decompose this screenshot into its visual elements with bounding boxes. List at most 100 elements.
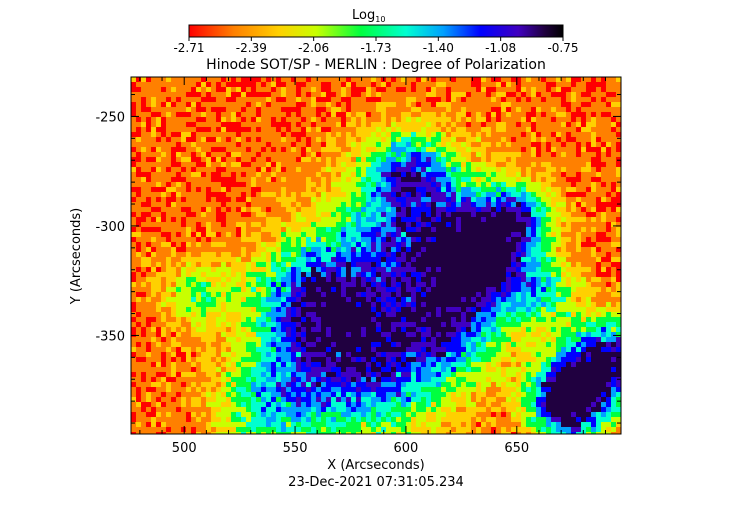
heat-cell — [211, 192, 216, 197]
heat-cell — [496, 237, 501, 242]
heat-cell — [326, 292, 331, 297]
heat-cell — [146, 302, 151, 307]
heat-cell — [521, 272, 526, 277]
heat-cell — [281, 82, 286, 87]
heat-cell — [431, 162, 436, 167]
heat-cell — [176, 322, 181, 327]
heat-cell — [501, 92, 506, 97]
heat-cell — [316, 152, 321, 157]
heat-cell — [151, 277, 156, 282]
heat-cell — [526, 187, 531, 192]
heat-cell — [566, 252, 571, 257]
heat-cell — [501, 252, 506, 257]
heat-cell — [586, 282, 591, 287]
heat-cell — [486, 242, 491, 247]
heat-cell — [301, 157, 306, 162]
heat-cell — [151, 137, 156, 142]
heat-cell — [256, 262, 261, 267]
heat-cell — [576, 282, 581, 287]
heat-cell — [576, 157, 581, 162]
heat-cell — [516, 182, 521, 187]
heat-cell — [156, 257, 161, 262]
heat-cell — [481, 152, 486, 157]
heat-cell — [411, 152, 416, 157]
heat-cell — [476, 262, 481, 267]
heat-cell — [566, 127, 571, 132]
heat-cell — [291, 147, 296, 152]
heat-cell — [546, 317, 551, 322]
heat-cell — [466, 122, 471, 127]
heat-cell — [241, 242, 246, 247]
heat-cell — [361, 102, 366, 107]
heat-cell — [526, 142, 531, 147]
heat-cell — [536, 207, 541, 212]
heat-cell — [586, 87, 591, 92]
heat-cell — [316, 82, 321, 87]
heat-cell — [291, 212, 296, 217]
heat-cell — [296, 147, 301, 152]
heat-cell — [261, 142, 266, 147]
heat-cell — [391, 102, 396, 107]
heat-cell — [236, 307, 241, 312]
heat-cell — [451, 297, 456, 302]
heat-cell — [181, 77, 186, 82]
heat-cell — [386, 112, 391, 117]
heat-cell — [131, 207, 136, 212]
heat-cell — [486, 97, 491, 102]
heat-cell — [201, 77, 206, 82]
heat-cell — [556, 217, 561, 222]
heat-cell — [331, 127, 336, 132]
heat-cell — [286, 112, 291, 117]
heat-cell — [321, 192, 326, 197]
heat-cell — [261, 187, 266, 192]
heat-cell — [271, 87, 276, 92]
heat-cell — [251, 287, 256, 292]
heat-cell — [251, 112, 256, 117]
heat-cell — [236, 272, 241, 277]
heat-cell — [341, 232, 346, 237]
heat-cell — [506, 172, 511, 177]
heat-cell — [381, 202, 386, 207]
heat-cell — [396, 237, 401, 242]
heat-cell — [436, 292, 441, 297]
heat-cell — [601, 137, 606, 142]
heat-cell — [486, 317, 491, 322]
heat-cell — [451, 262, 456, 267]
heat-cell — [546, 222, 551, 227]
heat-cell — [341, 92, 346, 97]
heat-cell — [481, 232, 486, 237]
heat-cell — [236, 277, 241, 282]
heat-cell — [326, 162, 331, 167]
heat-cell — [396, 297, 401, 302]
heat-cell — [581, 107, 586, 112]
heat-cell — [466, 237, 471, 242]
heat-cell — [406, 227, 411, 232]
heat-cell — [411, 272, 416, 277]
heat-cell — [261, 182, 266, 187]
heat-cell — [326, 207, 331, 212]
heat-cell — [521, 77, 526, 82]
heat-cell — [341, 202, 346, 207]
heat-cell — [271, 282, 276, 287]
heat-cell — [201, 182, 206, 187]
heat-cell — [201, 127, 206, 132]
heat-cell — [141, 232, 146, 237]
heat-cell — [506, 117, 511, 122]
heat-cell — [361, 112, 366, 117]
heat-cell — [451, 77, 456, 82]
heat-cell — [391, 137, 396, 142]
heat-cell — [441, 257, 446, 262]
heat-cell — [366, 277, 371, 282]
heat-cell — [606, 92, 611, 97]
heat-cell — [246, 247, 251, 252]
heat-cell — [551, 97, 556, 102]
heat-cell — [216, 327, 221, 332]
heat-cell — [351, 322, 356, 327]
heat-cell — [181, 152, 186, 157]
heat-cell — [226, 152, 231, 157]
heat-cell — [361, 317, 366, 322]
heat-cell — [216, 142, 221, 147]
heat-cell — [136, 247, 141, 252]
heat-cell — [566, 122, 571, 127]
heat-cell — [251, 162, 256, 167]
